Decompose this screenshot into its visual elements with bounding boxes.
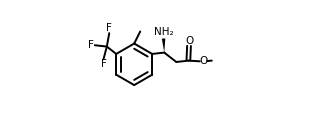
- Text: O: O: [199, 56, 208, 66]
- Text: F: F: [106, 23, 112, 33]
- Polygon shape: [162, 38, 165, 53]
- Text: O: O: [185, 36, 193, 46]
- Text: F: F: [88, 40, 93, 50]
- Text: NH₂: NH₂: [155, 27, 174, 38]
- Text: F: F: [100, 59, 106, 69]
